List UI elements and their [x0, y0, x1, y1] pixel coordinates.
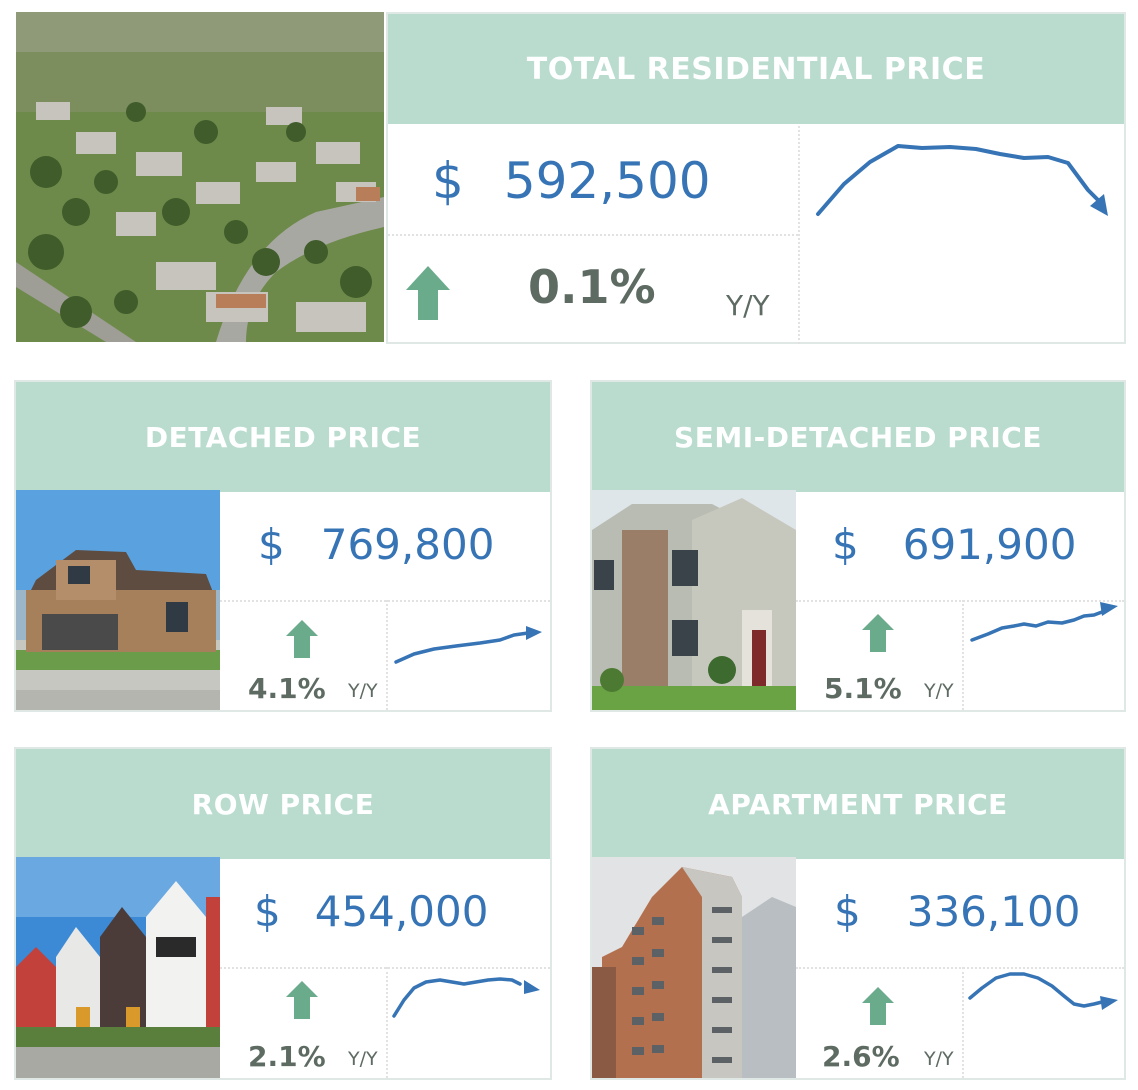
- price-value: 454,000: [314, 886, 489, 936]
- price-value: 691,900: [902, 519, 1077, 569]
- detached-change: 4.1%: [248, 672, 326, 705]
- apartment-trend-sparkline: [968, 972, 1118, 1010]
- semi-detached-title: SEMI-DETACHED PRICE: [592, 382, 1124, 492]
- up-arrow-icon: [862, 987, 894, 1025]
- period-label: Y/Y: [924, 680, 954, 702]
- change-percent: 0.1%: [528, 260, 656, 314]
- currency-symbol: $: [432, 152, 464, 210]
- detached-trend-sparkline: [394, 626, 542, 664]
- semi-detached-house-photo: [592, 490, 796, 710]
- period-label: Y/Y: [924, 1048, 954, 1070]
- row-change: 2.1%: [248, 1040, 326, 1073]
- semi-detached-price: $ 691,900: [832, 512, 1076, 576]
- semi-detached-trend-sparkline: [970, 602, 1118, 642]
- row-trend-sparkline: [392, 977, 540, 1018]
- apartment-change: 2.6%: [822, 1040, 900, 1073]
- semi-detached-change: 5.1%: [824, 672, 902, 705]
- up-arrow-icon: [286, 620, 318, 658]
- up-arrow-icon: [406, 266, 450, 320]
- detached-price: $ 769,800: [258, 512, 494, 576]
- period-label: Y/Y: [348, 680, 378, 702]
- detached-house-photo: [16, 490, 220, 710]
- detached-title: DETACHED PRICE: [16, 382, 550, 492]
- currency-symbol: $: [834, 886, 861, 936]
- row-house-photo: [16, 857, 220, 1078]
- price-value: 592,500: [503, 152, 711, 210]
- up-arrow-icon: [862, 614, 894, 652]
- row-price: $ 454,000: [254, 879, 488, 943]
- currency-symbol: $: [258, 519, 285, 569]
- aerial-neighborhood-photo: [16, 12, 384, 342]
- apartment-building-photo: [592, 857, 796, 1078]
- currency-symbol: $: [254, 886, 281, 936]
- price-value: 336,100: [906, 886, 1081, 936]
- total-residential-title: TOTAL RESIDENTIAL PRICE: [388, 14, 1124, 124]
- total-residential-card: TOTAL RESIDENTIAL PRICE $ 592,500 0.1% Y…: [386, 12, 1126, 344]
- period-label: Y/Y: [348, 1048, 378, 1070]
- price-value: 769,800: [320, 519, 495, 569]
- total-residential-price: $ 592,500: [432, 146, 711, 216]
- apartment-title: APARTMENT PRICE: [592, 749, 1124, 859]
- trend-sparkline: [816, 144, 1108, 216]
- period-label: Y/Y: [726, 289, 770, 322]
- row-title: ROW PRICE: [16, 749, 550, 859]
- up-arrow-icon: [286, 981, 318, 1019]
- currency-symbol: $: [832, 519, 859, 569]
- apartment-price: $ 336,100: [834, 879, 1080, 943]
